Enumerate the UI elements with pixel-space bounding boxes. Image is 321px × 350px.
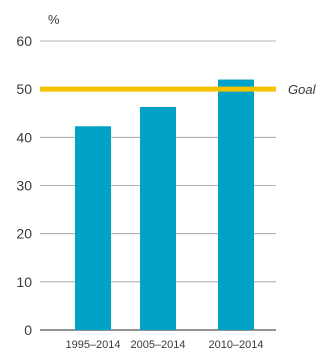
y-tick-label: 60: [16, 33, 32, 49]
goal-line-group: Goal: [40, 82, 317, 97]
bar-2: [140, 106, 176, 330]
y-tick-label: 40: [16, 129, 32, 145]
goal-label: Goal: [288, 82, 317, 97]
x-axis-categories: 1995–2014 2005–2014 2010–2014: [65, 339, 263, 350]
x-category-label: 2005–2014: [130, 339, 185, 350]
y-tick-label: 50: [16, 81, 32, 97]
y-tick-label: 20: [16, 226, 32, 242]
bar-1: [75, 126, 111, 330]
y-axis-unit-label: %: [48, 12, 60, 27]
y-axis-ticks: 0 10 20 30 40 50 60: [16, 33, 32, 338]
y-tick-label: 10: [16, 274, 32, 290]
x-category-label: 1995–2014: [65, 339, 120, 350]
y-tick-label: 30: [16, 178, 32, 194]
bars: [75, 79, 254, 331]
y-tick-label: 0: [24, 322, 32, 338]
bar-3: [218, 79, 254, 331]
x-category-label: 2010–2014: [208, 339, 263, 350]
